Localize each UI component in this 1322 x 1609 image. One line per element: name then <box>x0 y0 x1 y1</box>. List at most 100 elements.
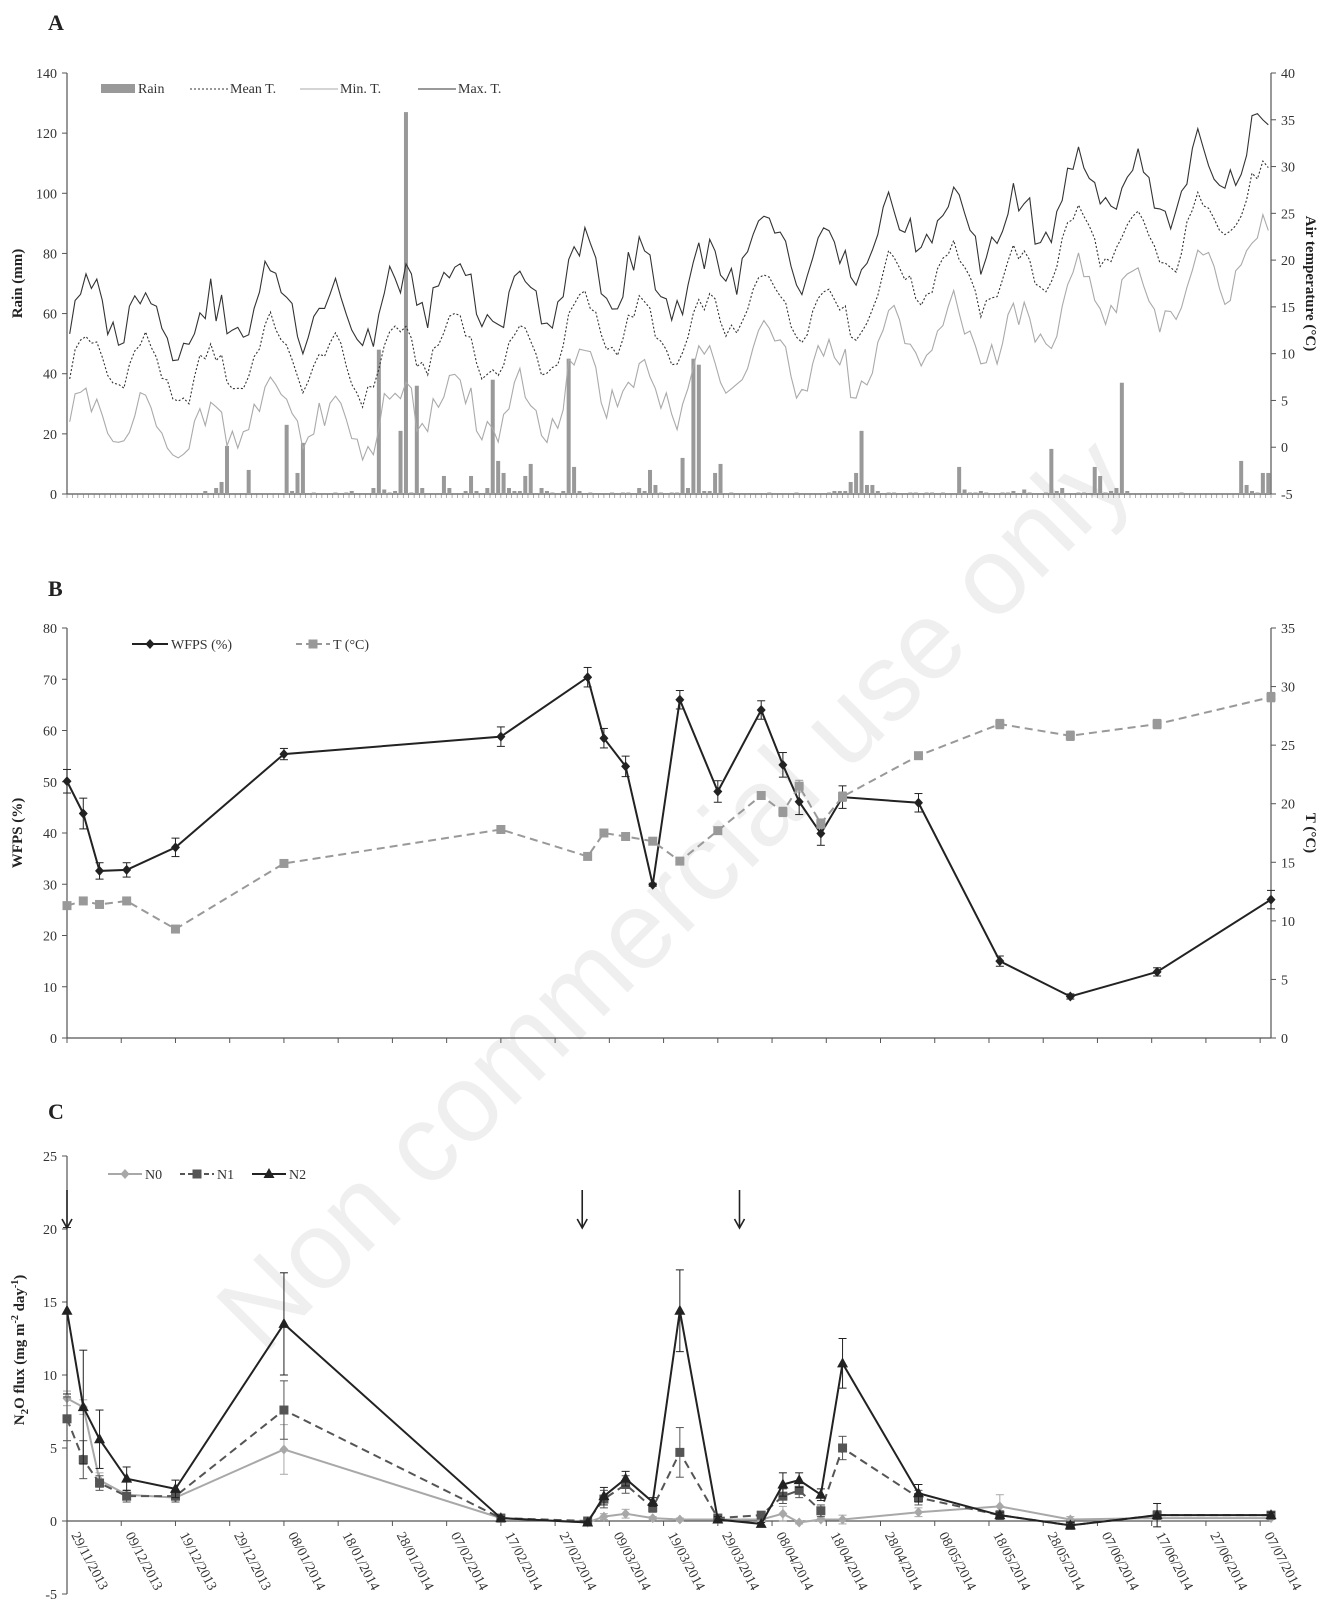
rain-bar <box>848 481 853 494</box>
soil-temperature-point <box>78 896 88 906</box>
rain-bar <box>577 490 582 494</box>
rain-bar <box>588 492 593 494</box>
n1-point <box>794 1485 804 1495</box>
soil-temperature-point <box>913 751 923 761</box>
rain-bar <box>620 492 625 494</box>
legend-n1-label: N1 <box>217 1168 234 1183</box>
panel-b-tick-label-right: 30 <box>1281 681 1295 696</box>
n2-point <box>755 1517 767 1528</box>
panel-c-x-tick-label: 07/02/2014 <box>447 1530 490 1593</box>
panel-c-x-tick-label: 07/07/2014 <box>1261 1530 1304 1593</box>
rain-bar <box>572 466 577 494</box>
rain-bar <box>875 490 880 494</box>
n0-point <box>279 1444 289 1455</box>
rain-bar <box>447 487 452 494</box>
panel-c-tick-label-left: 0 <box>50 1515 57 1530</box>
n2-point <box>1064 1519 1076 1530</box>
panel-c-x-tick-label: 17/06/2014 <box>1152 1530 1195 1593</box>
rain-bar <box>1000 492 1005 494</box>
rain-bar <box>1179 492 1184 494</box>
wfps-point <box>170 842 180 853</box>
rain-bar <box>718 463 723 494</box>
rain-bar <box>669 492 674 494</box>
rain-bar <box>653 484 658 494</box>
rain-bar <box>886 492 891 494</box>
panel-c-x-tick-label: 29/11/2013 <box>67 1530 110 1593</box>
panel-b-tick-label-right: 20 <box>1281 798 1295 813</box>
wfps-point <box>713 786 723 797</box>
rain-bar <box>1239 460 1244 494</box>
panel-b-tick-label-left: 60 <box>43 725 57 740</box>
rain-bar <box>501 472 506 494</box>
rain-bar <box>1049 448 1054 494</box>
panel-b-tick-label-left: 80 <box>43 622 57 637</box>
panel-b-y-label-right: T (°C) <box>1302 813 1318 853</box>
soil-temperature-point <box>583 851 593 861</box>
rain-bar <box>626 492 631 494</box>
rain-bar <box>1011 490 1016 494</box>
n0-point <box>838 1514 848 1525</box>
legend-n2-marker <box>263 1168 275 1178</box>
rain-bar <box>854 472 859 494</box>
panel-b-axes: 0 10 20 30 40 50 60 70 80 0 5 10 15 20 25 30 35 <box>43 622 1295 1047</box>
rain-bar <box>767 492 772 494</box>
rain-bar <box>490 379 495 494</box>
panel-c-x-tick-label: 28/01/2014 <box>393 1530 436 1593</box>
max-temperature-line <box>69 112 1269 362</box>
n2-point <box>582 1516 594 1527</box>
n1-point <box>122 1491 132 1501</box>
panel-a-tick-label-left: 120 <box>36 127 57 142</box>
wfps-point <box>648 879 658 890</box>
fertilization-arrow <box>576 1190 588 1230</box>
soil-temperature-point <box>170 924 180 934</box>
panel-a-tick-label-right: 40 <box>1281 67 1295 82</box>
n0-point <box>621 1508 631 1519</box>
rain-bar <box>702 490 707 494</box>
soil-temperature-point <box>778 807 788 817</box>
n2-point <box>1151 1509 1163 1520</box>
rain-bar <box>387 492 392 494</box>
panel-c-x-tick-label: 18/04/2014 <box>827 1530 870 1593</box>
watermark: Non commercial use only <box>193 413 1153 1373</box>
rain-bar <box>1255 492 1260 494</box>
rain-bar <box>940 492 945 494</box>
rain-bar <box>523 475 528 494</box>
n2-point <box>620 1472 632 1483</box>
panel-c-x-tick-label: 19/12/2013 <box>176 1530 219 1593</box>
rain-bar <box>685 487 690 494</box>
panel-c-x-tick-label: 07/06/2014 <box>1098 1530 1141 1593</box>
legend-mean-label: Mean T. <box>230 82 276 97</box>
n2-point <box>647 1496 659 1507</box>
legend-n0-label: N0 <box>145 1168 162 1183</box>
legend-rain-label: Rain <box>138 82 164 97</box>
rain-bar <box>382 489 387 494</box>
rain-bar <box>957 466 962 494</box>
soil-temperature-point <box>648 836 658 846</box>
wfps-point <box>794 796 804 807</box>
rain-bar <box>696 364 701 494</box>
n2-point <box>495 1512 507 1523</box>
panel-a-tick-label-left: 80 <box>43 247 57 262</box>
rain-bar <box>420 487 425 494</box>
legend-max-label: Max. T. <box>458 82 501 97</box>
n0-flux-line <box>66 1397 1271 1524</box>
panel-c-x-tick-label: 27/02/2014 <box>556 1530 599 1593</box>
panel-a-tick-label-left: 20 <box>43 428 57 443</box>
soil-temperature-point <box>122 896 132 906</box>
rain-bar <box>561 490 566 494</box>
panel-a-tick-label-left: 60 <box>43 308 57 323</box>
rain-bar <box>485 487 490 494</box>
rain-bar <box>637 487 642 494</box>
n1-point <box>95 1478 105 1488</box>
panel-a-tick-label-right: 5 <box>1281 394 1288 409</box>
panel-c-x-tick-label: 09/12/2013 <box>122 1530 165 1593</box>
wfps-point <box>816 828 826 839</box>
legend-n2-label: N2 <box>289 1168 306 1183</box>
wfps-point <box>496 731 506 742</box>
rain-bar <box>924 492 929 494</box>
wfps-point <box>995 956 1005 967</box>
panel-c-axes: -5 0 5 10 15 20 25 <box>43 1150 68 1603</box>
panel-b-legend: WFPS (%) T (°C) <box>132 638 369 653</box>
panel-b-tick-label-right: 25 <box>1281 739 1295 754</box>
panel-c-tick-label-left: 15 <box>43 1296 57 1311</box>
